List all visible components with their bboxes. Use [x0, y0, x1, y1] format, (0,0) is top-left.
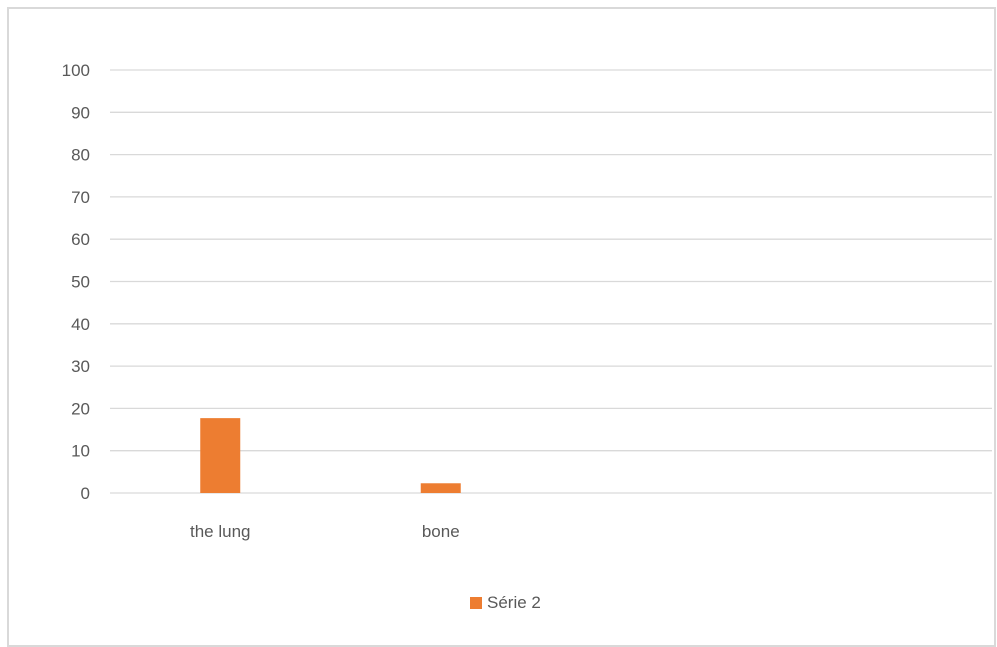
legend-swatch-serie-2 — [470, 597, 482, 609]
chart-frame — [7, 7, 996, 647]
y-tick-label-90: 90 — [71, 103, 90, 122]
y-tick-label-70: 70 — [71, 188, 90, 207]
x-tick-label-the-lung: the lung — [190, 522, 251, 541]
y-tick-label-40: 40 — [71, 315, 90, 334]
gridlines — [110, 69, 992, 494]
legend-label-serie-2: Série 2 — [487, 593, 541, 612]
y-tick-label-20: 20 — [71, 399, 90, 418]
y-tick-label-0: 0 — [81, 484, 90, 503]
y-tick-label-10: 10 — [71, 442, 90, 461]
y-tick-label-80: 80 — [71, 146, 90, 165]
y-tick-label-60: 60 — [71, 230, 90, 249]
y-axis-tick-labels: 0 10 20 30 40 50 60 70 80 90 100 — [62, 61, 90, 503]
bars — [200, 418, 461, 493]
y-tick-label-50: 50 — [71, 273, 90, 292]
bar-the-lung — [200, 418, 241, 493]
x-axis-category-labels: the lung bone — [190, 522, 460, 541]
legend: Série 2 — [470, 593, 541, 613]
x-tick-label-bone: bone — [422, 522, 460, 541]
y-tick-label-100: 100 — [62, 61, 90, 80]
y-tick-label-30: 30 — [71, 357, 90, 376]
bar-bone — [420, 483, 461, 493]
